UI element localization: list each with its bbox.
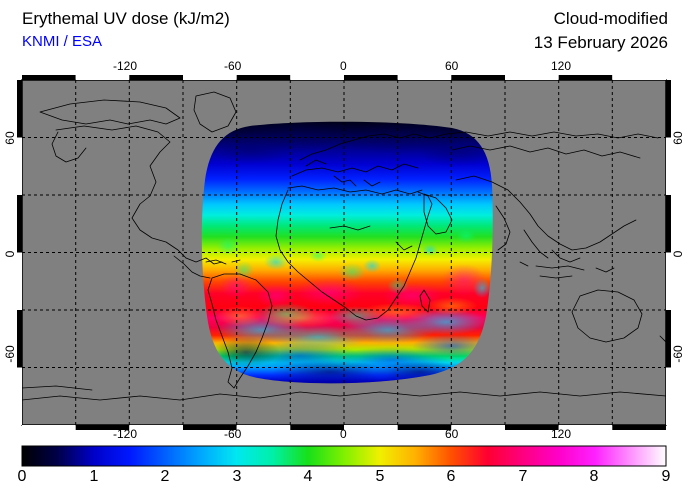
colorbar-tick-3: 3: [232, 468, 242, 485]
bottom-tick-bar: [22, 425, 666, 430]
left-tick-bar: [17, 80, 22, 425]
colorbar-tick-7: 7: [518, 468, 528, 485]
lon-tick-bottom-120: 120: [551, 427, 572, 441]
colorbar-tick-0: 0: [17, 468, 27, 485]
lat-tick-right-0: 0: [671, 250, 685, 258]
graticule: [22, 80, 666, 425]
right-tick-bar: [666, 80, 671, 425]
cloud-structure: [212, 303, 492, 384]
top-tick-bar: [22, 75, 666, 80]
lon-tick-top-120: 120: [551, 59, 572, 73]
lon-tick-bottom-0: 0: [340, 427, 347, 441]
product-mode-label: Cloud-modified: [553, 9, 668, 28]
lon-tick-top-m60: -60: [224, 59, 242, 73]
polar-night-fringe: [210, 121, 493, 166]
axis-frame: [17, 75, 671, 430]
colorbar: [21, 445, 667, 467]
colorbar-tick-2: 2: [160, 468, 170, 485]
colorbar-tick-8: 8: [589, 468, 599, 485]
lat-tick-left-0: 0: [3, 250, 17, 258]
date-label: 13 February 2026: [533, 33, 668, 52]
lat-tick-left-m60: -60: [3, 345, 17, 363]
lon-tick-top-0: 0: [340, 59, 347, 73]
lon-tick-top-60: 60: [445, 59, 459, 73]
lon-tick-top-m120: -120: [113, 59, 138, 73]
colorbar-gradient: [21, 445, 667, 467]
colorbar-tick-5: 5: [375, 468, 385, 485]
lat-tick-left-60: 60: [3, 131, 17, 145]
agency-credit: KNMI / ESA: [22, 33, 103, 50]
lon-tick-bottom-60: 60: [445, 427, 459, 441]
colorbar-tick-4: 4: [303, 468, 313, 485]
map-panel: [17, 75, 671, 430]
colorbar-tick-6: 6: [446, 468, 456, 485]
page-title: Erythemal UV dose (kJ/m2): [22, 9, 230, 28]
colorbar-tick-1: 1: [89, 468, 99, 485]
subtropical-band: [216, 297, 478, 328]
lon-tick-bottom-m120: -120: [113, 427, 138, 441]
colorbar-tick-9: 9: [661, 468, 671, 485]
lat-tick-right-60: 60: [671, 131, 685, 145]
coastlines: [22, 91, 666, 401]
lon-tick-bottom-m60: -60: [224, 427, 242, 441]
lat-tick-right-m60: -60: [671, 345, 685, 363]
